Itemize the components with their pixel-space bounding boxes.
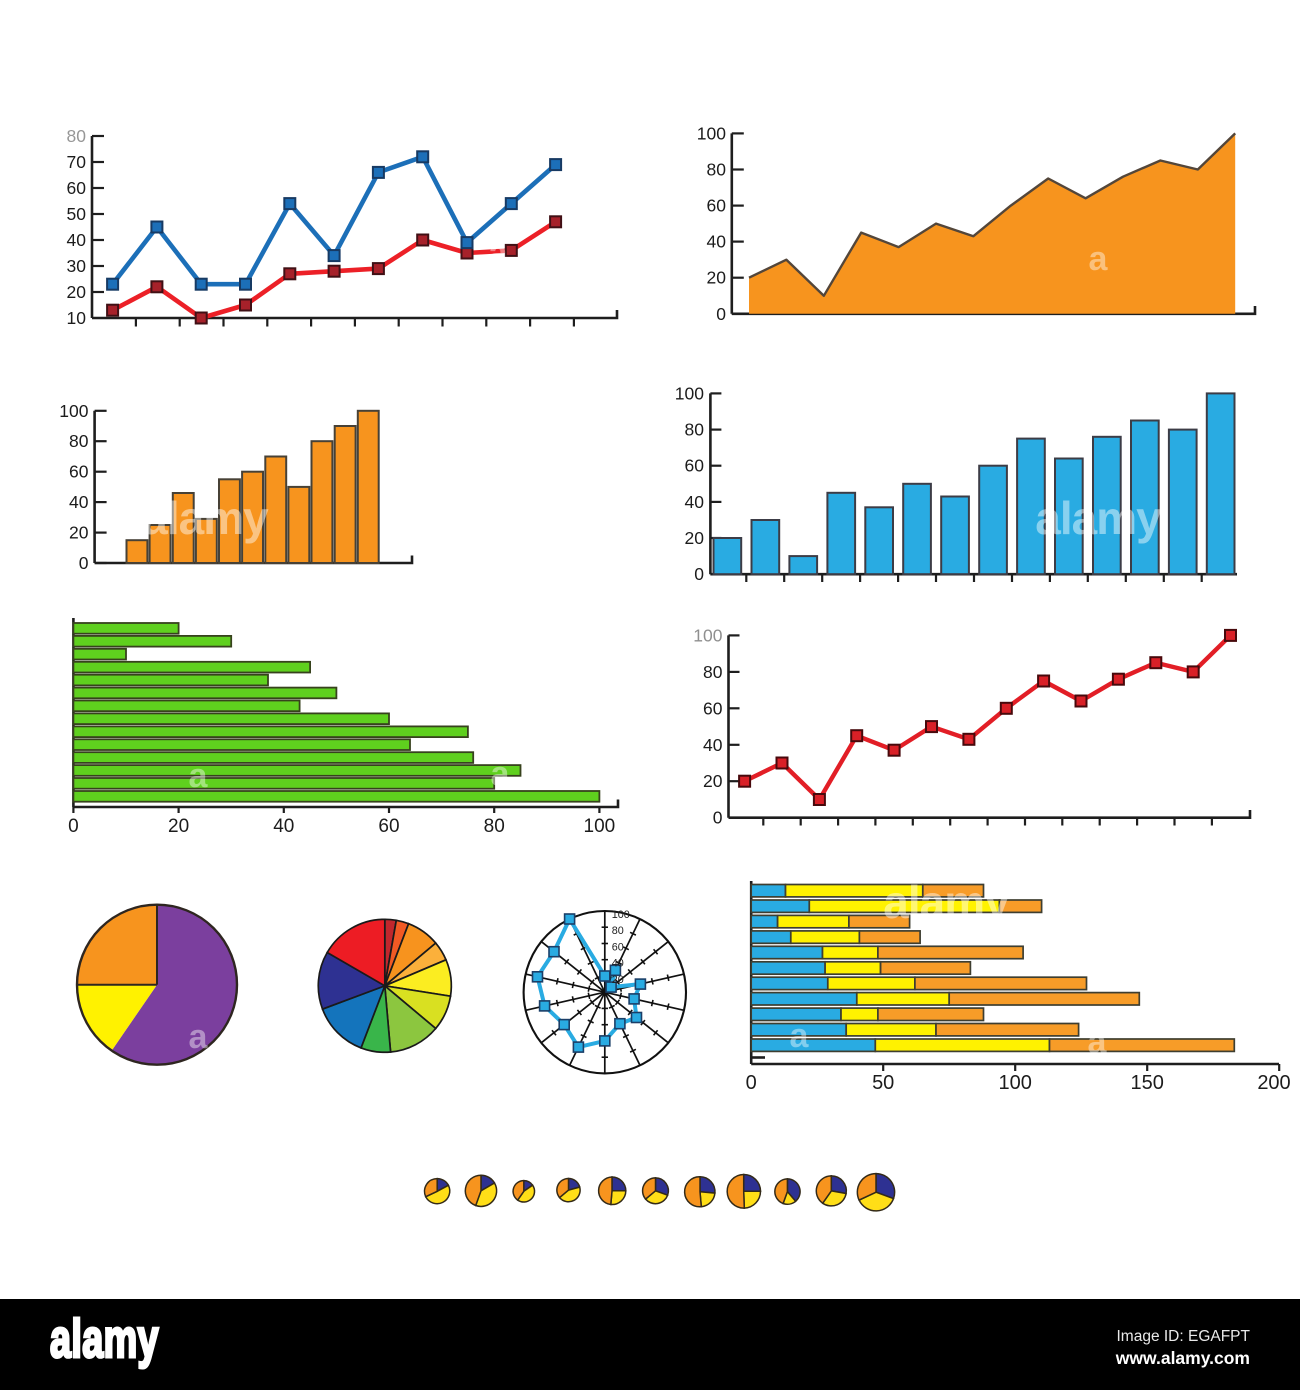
svg-text:100: 100 bbox=[584, 816, 616, 837]
svg-text:40: 40 bbox=[612, 958, 624, 970]
svg-text:100: 100 bbox=[675, 383, 704, 403]
svg-text:Image ID: EGAFPT: Image ID: EGAFPT bbox=[1116, 1328, 1250, 1345]
svg-text:100: 100 bbox=[612, 909, 630, 921]
svg-text:60: 60 bbox=[612, 942, 624, 954]
svg-text:60: 60 bbox=[378, 816, 399, 837]
svg-text:20: 20 bbox=[685, 528, 705, 548]
svg-text:60: 60 bbox=[685, 456, 705, 476]
svg-text:0: 0 bbox=[716, 304, 726, 324]
svg-text:alamy: alamy bbox=[142, 492, 269, 544]
svg-text:60: 60 bbox=[67, 178, 87, 198]
svg-text:100: 100 bbox=[59, 401, 88, 421]
svg-text:80: 80 bbox=[69, 431, 89, 451]
svg-text:alamy: alamy bbox=[883, 876, 1010, 928]
svg-text:20: 20 bbox=[69, 523, 89, 543]
svg-text:0: 0 bbox=[68, 816, 79, 837]
svg-text:30: 30 bbox=[67, 256, 87, 276]
svg-text:60: 60 bbox=[707, 196, 727, 216]
svg-text:a: a bbox=[1088, 1023, 1108, 1061]
svg-text:80: 80 bbox=[484, 816, 505, 837]
svg-text:a: a bbox=[1089, 240, 1109, 278]
svg-text:200: 200 bbox=[1257, 1072, 1290, 1094]
svg-text:alamy: alamy bbox=[1035, 492, 1162, 544]
svg-text:0: 0 bbox=[694, 564, 704, 584]
svg-text:40: 40 bbox=[67, 230, 87, 250]
svg-text:80: 80 bbox=[707, 160, 727, 180]
svg-text:0: 0 bbox=[746, 1072, 757, 1094]
svg-text:60: 60 bbox=[69, 462, 89, 482]
svg-text:a: a bbox=[790, 1017, 810, 1055]
svg-text:70: 70 bbox=[67, 152, 87, 172]
svg-text:20: 20 bbox=[67, 282, 87, 302]
svg-text:40: 40 bbox=[273, 816, 294, 837]
svg-text:www.alamy.com: www.alamy.com bbox=[1115, 1348, 1250, 1368]
svg-text:50: 50 bbox=[872, 1072, 894, 1094]
svg-text:40: 40 bbox=[69, 492, 89, 512]
svg-text:100: 100 bbox=[697, 123, 726, 143]
svg-text:80: 80 bbox=[685, 420, 705, 440]
svg-text:a: a bbox=[491, 755, 511, 793]
svg-text:80: 80 bbox=[703, 662, 723, 682]
svg-text:150: 150 bbox=[1131, 1072, 1164, 1094]
svg-text:60: 60 bbox=[703, 698, 723, 718]
svg-text:20: 20 bbox=[612, 974, 624, 986]
svg-text:50: 50 bbox=[67, 204, 87, 224]
svg-text:20: 20 bbox=[707, 268, 727, 288]
svg-text:100: 100 bbox=[999, 1072, 1032, 1094]
svg-text:100: 100 bbox=[693, 625, 722, 645]
svg-text:20: 20 bbox=[168, 816, 189, 837]
svg-text:20: 20 bbox=[703, 771, 723, 791]
svg-text:80: 80 bbox=[67, 126, 87, 146]
svg-text:alamy: alamy bbox=[50, 1308, 159, 1368]
svg-text:40: 40 bbox=[703, 735, 723, 755]
svg-text:a: a bbox=[189, 757, 209, 795]
svg-text:40: 40 bbox=[685, 492, 705, 512]
svg-text:40: 40 bbox=[707, 232, 727, 252]
svg-text:a: a bbox=[189, 1018, 209, 1056]
svg-text:80: 80 bbox=[612, 925, 624, 937]
svg-text:10: 10 bbox=[67, 308, 87, 328]
svg-text:0: 0 bbox=[713, 808, 723, 828]
svg-text:0: 0 bbox=[79, 553, 89, 573]
svg-text:a: a bbox=[489, 234, 509, 272]
